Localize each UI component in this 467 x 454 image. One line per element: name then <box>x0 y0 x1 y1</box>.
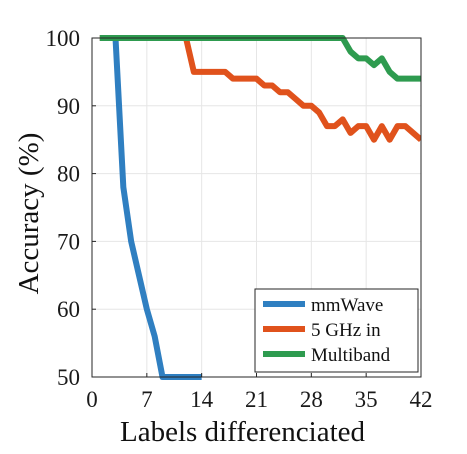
tick-layer: 0 7 14 21 28 35 42 50 60 70 80 90 100 <box>46 26 433 412</box>
x-axis-title: Labels differenciated <box>120 416 366 448</box>
x-tick-label: 21 <box>245 387 268 412</box>
y-tick-label: 80 <box>57 162 80 187</box>
legend: mmWave 5 GHz in Multiband <box>254 288 419 373</box>
y-tick-label: 90 <box>57 94 80 119</box>
y-tick-label: 100 <box>46 26 81 51</box>
x-tick-label: 14 <box>190 387 214 412</box>
legend-label: mmWave <box>311 295 383 316</box>
series-line-5-ghz-in <box>99 35 421 143</box>
series-line-mmwave <box>99 35 202 380</box>
x-tick-label: 42 <box>410 387 433 412</box>
x-tick-label: 35 <box>355 387 378 412</box>
y-tick-label: 70 <box>57 229 80 254</box>
y-tick-label: 60 <box>57 297 80 322</box>
legend-label: 5 GHz in <box>311 320 381 341</box>
x-tick-label: 28 <box>300 387 323 412</box>
legend-label: Multiband <box>311 345 391 366</box>
x-tick-label: 0 <box>86 387 98 412</box>
y-tick-label: 50 <box>57 365 80 390</box>
y-axis-title: Accuracy (%) <box>13 133 45 295</box>
series-line-multiband <box>99 35 421 82</box>
x-tick-label: 7 <box>141 387 153 412</box>
